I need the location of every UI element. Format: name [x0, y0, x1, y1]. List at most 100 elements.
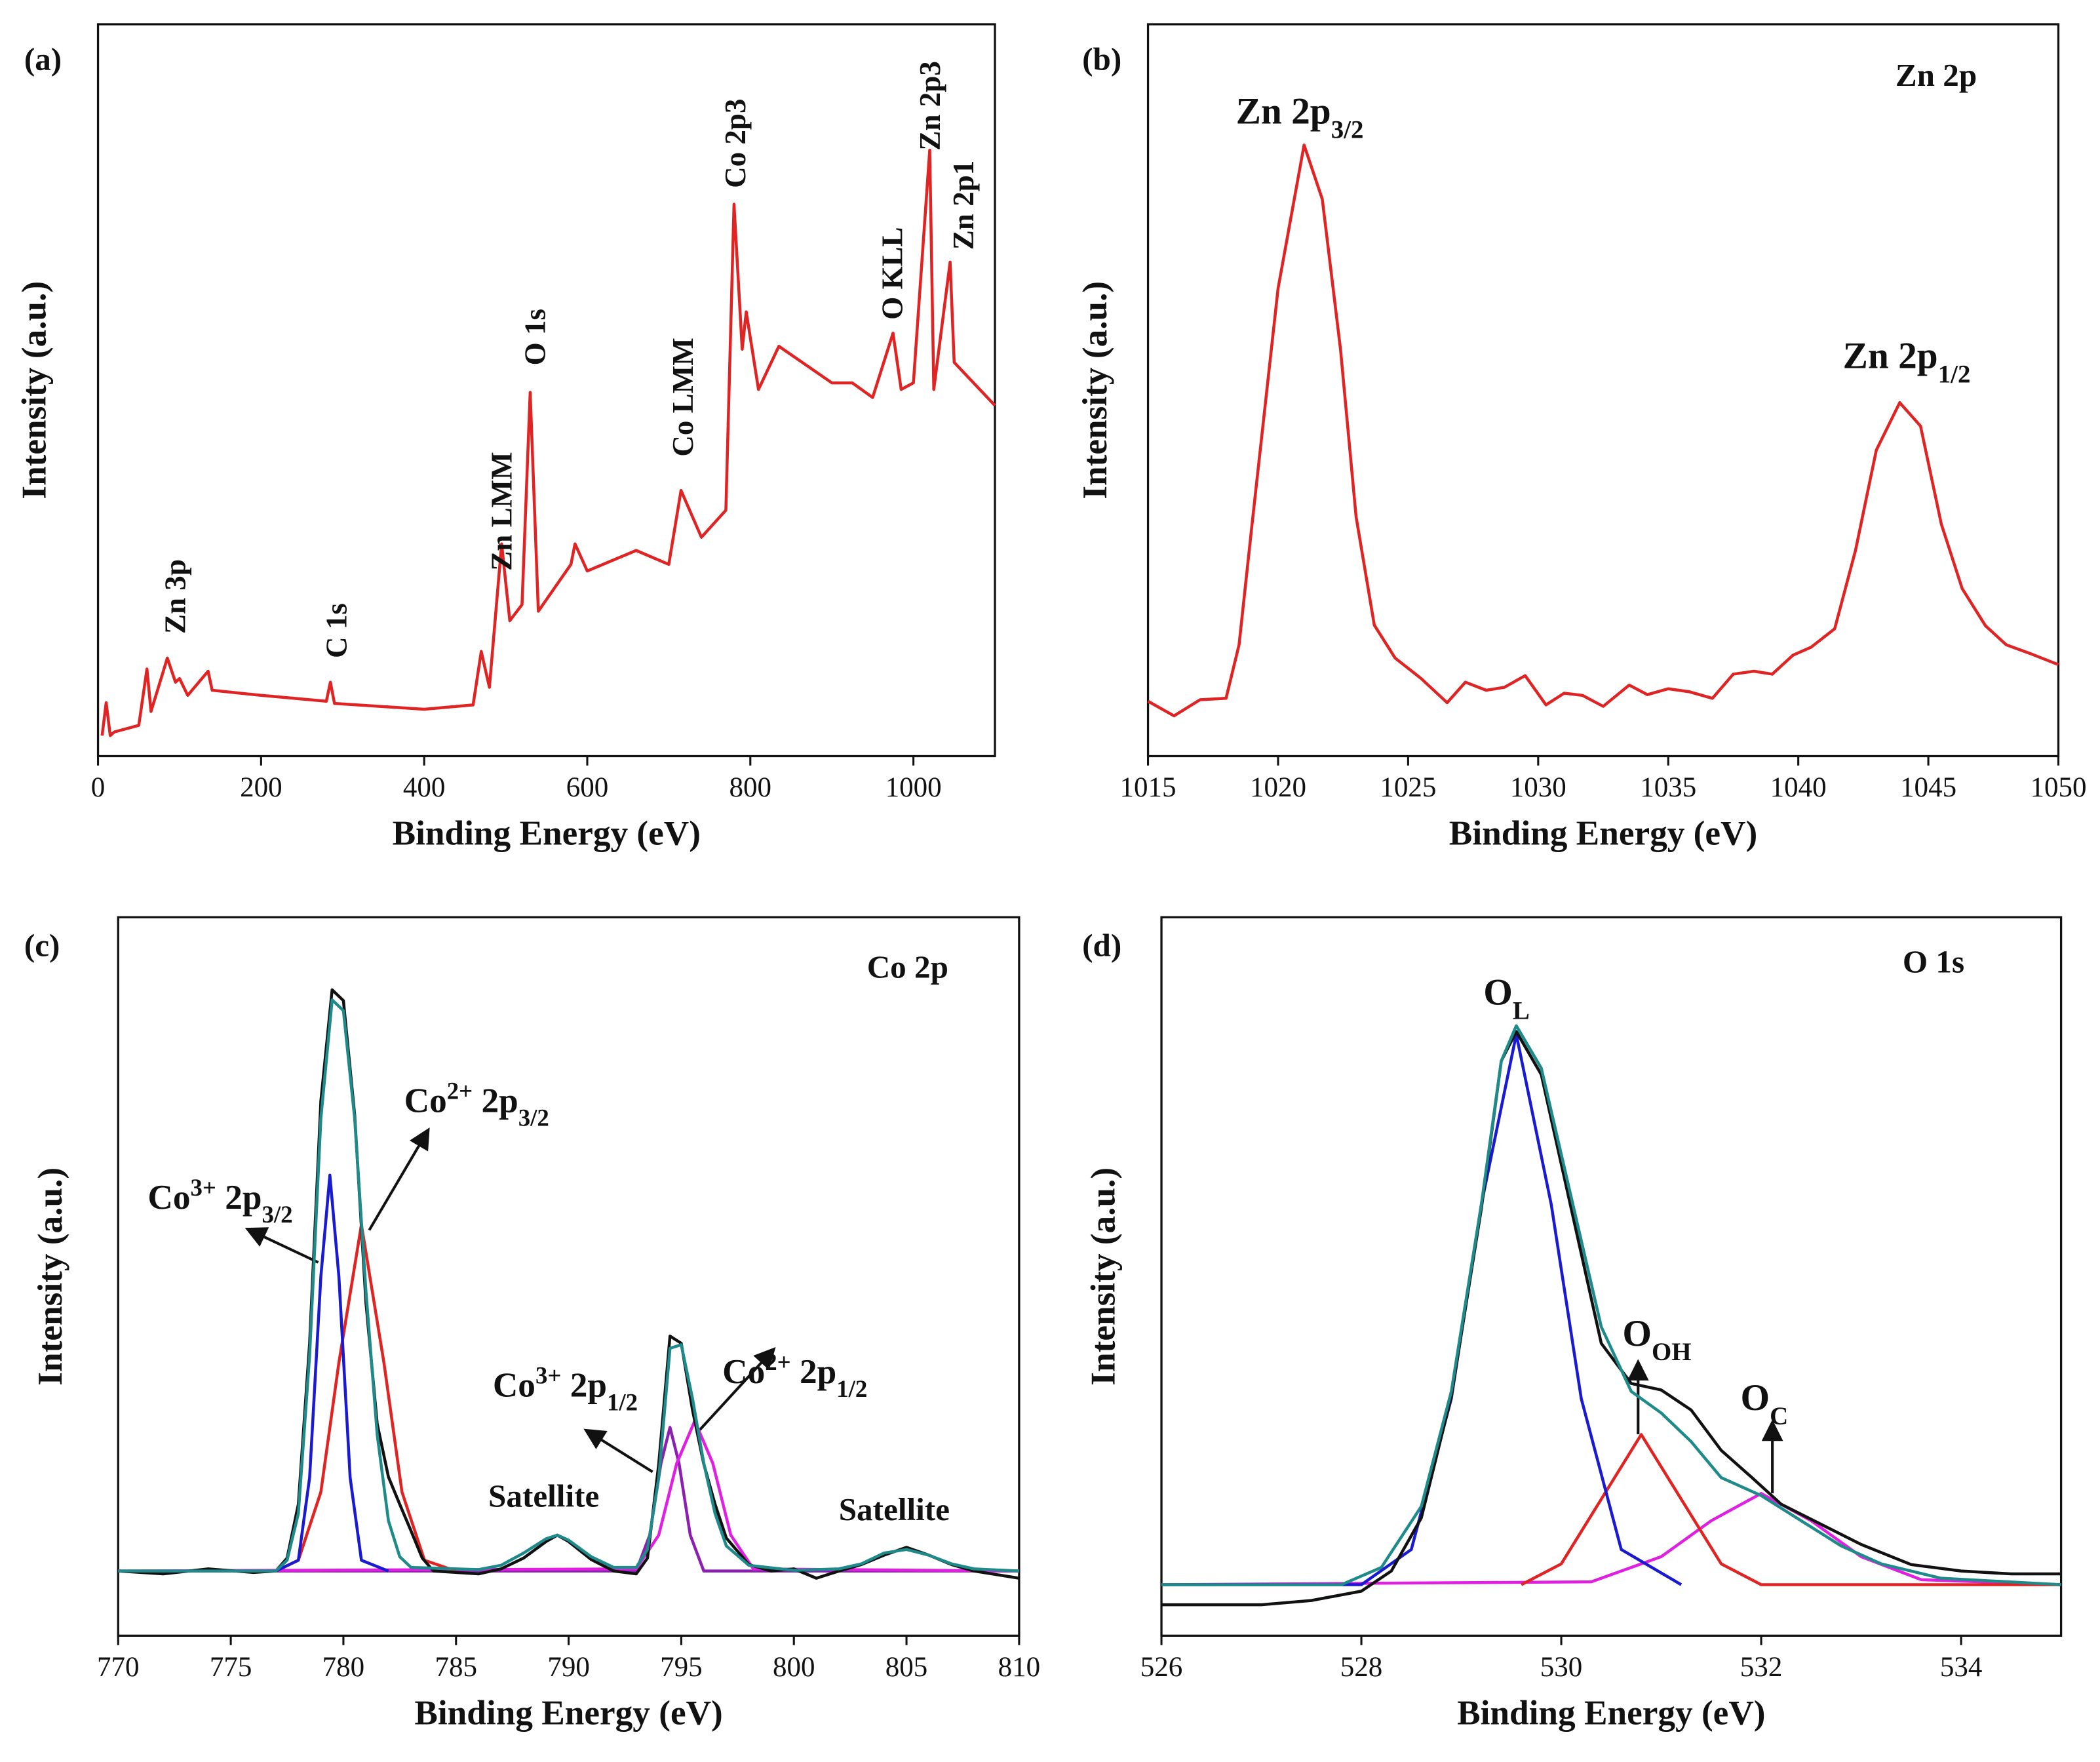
annotation-text: O — [1622, 1313, 1652, 1354]
annotation: Satellite — [488, 1478, 599, 1514]
arrow — [244, 1227, 319, 1264]
annotation: Co LMM — [667, 338, 699, 456]
annotation: Zn 2p3/2 — [1236, 91, 1364, 144]
spectrum-line — [1161, 1030, 2061, 1607]
spectrum-line — [1161, 1492, 2061, 1586]
y-axis-label: Intensity (a.u.) — [15, 281, 54, 499]
arrow — [697, 1346, 776, 1433]
x-tick-label: 0 — [91, 772, 106, 803]
x-axis-label: Binding Energy (eV) — [1449, 814, 1757, 853]
annotation: Co3+ 2p1/2 — [493, 1361, 638, 1415]
x-tick-label: 600 — [566, 772, 609, 803]
annotation: Zn 2p1/2 — [1843, 335, 1971, 388]
annotation-sup: 2+ — [447, 1077, 473, 1104]
x-tick-label: 532 — [1740, 1652, 1783, 1683]
spectrum-line — [1147, 143, 2059, 718]
annotation: Co2+ 2p3/2 — [404, 1077, 549, 1131]
annotation-text: 2p — [791, 1352, 837, 1391]
annotation: Zn 2p1 — [947, 161, 980, 250]
x-tick-label: 200 — [240, 772, 282, 803]
x-tick-label: 780 — [322, 1652, 365, 1683]
annotation-text: Zn 2p — [1236, 91, 1331, 132]
x-tick-label: 770 — [97, 1652, 140, 1683]
x-tick-label: 1045 — [1900, 772, 1956, 803]
annotation-sub: 1/2 — [836, 1375, 867, 1402]
annotation-sub: 1/2 — [1938, 360, 1971, 388]
y-axis-label: Intensity (a.u.) — [1076, 281, 1114, 499]
spectrum-line — [118, 998, 1019, 1573]
x-tick-label: 534 — [1940, 1652, 1983, 1683]
plot-frame — [1146, 23, 2060, 758]
x-axis-label: Binding Energy (eV) — [1457, 1694, 1765, 1733]
panel-label: (d) — [1082, 928, 1121, 964]
x-tick-label: 800 — [729, 772, 772, 803]
spectrum-line — [1161, 1024, 2061, 1586]
x-tick-label: 1000 — [885, 772, 942, 803]
x-tick-label: 810 — [998, 1652, 1041, 1683]
panel-label: (c) — [24, 928, 60, 964]
panel-label: (a) — [24, 41, 62, 77]
annotation-text: 2p — [216, 1178, 262, 1217]
x-axis-label: Binding Energy (eV) — [414, 1694, 722, 1733]
annotation-sup: 2+ — [765, 1348, 790, 1375]
arrow — [368, 1127, 430, 1231]
annotation: C 1s — [321, 603, 353, 658]
annotation-text: O — [1483, 971, 1513, 1013]
annotation-text: Co — [722, 1352, 765, 1391]
plot-frame — [96, 23, 996, 758]
x-tick-label: 795 — [660, 1652, 703, 1683]
x-tick-label: 1020 — [1250, 772, 1306, 803]
x-tick-label: 1030 — [1510, 772, 1566, 803]
x-tick-label: 785 — [435, 1652, 477, 1683]
x-axis-label: Binding Energy (eV) — [393, 814, 701, 853]
x-tick-label: 526 — [1140, 1652, 1183, 1683]
x-tick-label: 1035 — [1640, 772, 1696, 803]
annotation-sup: 3+ — [190, 1173, 216, 1200]
annotation-sub: L — [1513, 996, 1530, 1025]
annotation-sub: C — [1770, 1402, 1788, 1430]
annotation: Co 2p3 — [719, 99, 752, 188]
annotation-text: Zn 2p — [1843, 335, 1938, 376]
annotation-text: Co — [147, 1178, 190, 1217]
annotation: O 1s — [1903, 943, 1964, 979]
x-tick-label: 1025 — [1380, 772, 1436, 803]
annotation-text: 2p — [473, 1081, 518, 1120]
annotation: Zn 2p3 — [914, 61, 946, 150]
annotation-sub: 3/2 — [1331, 115, 1364, 144]
y-axis-label: Intensity (a.u.) — [1083, 1167, 1122, 1386]
spectrum-line — [1521, 1433, 2061, 1586]
arrow — [583, 1428, 653, 1474]
spectrum-line — [1161, 1032, 1682, 1586]
panel-label: (b) — [1082, 41, 1121, 77]
annotation-sub: OH — [1652, 1337, 1692, 1365]
x-tick-label: 1040 — [1770, 772, 1827, 803]
x-tick-label: 800 — [773, 1652, 815, 1683]
annotation-text: 2p — [561, 1366, 607, 1405]
spectrum-line — [275, 1173, 389, 1573]
annotation-text: O — [1740, 1377, 1770, 1419]
annotation: O 1s — [519, 309, 552, 365]
annotation: Zn 2p — [1896, 57, 1977, 93]
annotation: Co3+ 2p3/2 — [147, 1173, 292, 1227]
annotation: O KLL — [876, 227, 909, 319]
x-tick-label: 530 — [1540, 1652, 1583, 1683]
annotation: Co2+ 2p1/2 — [722, 1348, 867, 1402]
spectrum-line — [100, 148, 996, 737]
arrows — [244, 1127, 1783, 1494]
x-tick-label: 805 — [885, 1652, 928, 1683]
x-tick-label: 1015 — [1120, 772, 1176, 803]
x-tick-label: 528 — [1340, 1652, 1383, 1683]
annotation: Zn LMM — [486, 452, 518, 570]
annotation: OOH — [1622, 1313, 1691, 1366]
x-tick-label: 1050 — [2030, 772, 2086, 803]
annotation: Co 2p — [867, 949, 948, 985]
x-tick-label: 790 — [547, 1652, 590, 1683]
annotation-sub: 3/2 — [518, 1104, 549, 1131]
annotation: OC — [1740, 1377, 1788, 1430]
y-axis-label: Intensity (a.u.) — [31, 1167, 69, 1386]
annotation-text: Co — [493, 1366, 535, 1405]
annotation-sub: 1/2 — [607, 1388, 638, 1415]
